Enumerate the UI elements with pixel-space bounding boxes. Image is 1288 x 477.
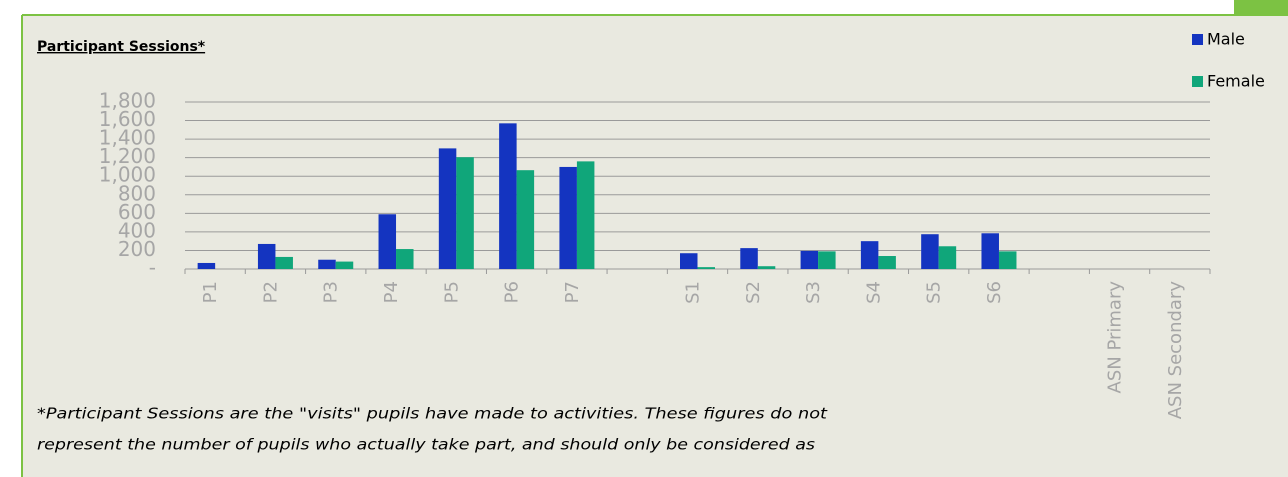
bar: [697, 267, 715, 269]
bar: [860, 241, 879, 269]
y-tick-label: 1,200: [99, 144, 156, 168]
bar: [878, 256, 896, 269]
bar: [456, 157, 474, 269]
x-tick-label: S6: [984, 281, 1005, 304]
x-tick-label: S1: [683, 281, 704, 304]
bar: [800, 250, 819, 269]
x-tick-label: ASN Primary: [1105, 281, 1126, 394]
legend-swatch: [1192, 34, 1203, 45]
y-tick-label: 1,400: [99, 126, 156, 150]
y-tick-label: 200: [118, 237, 156, 261]
y-tick-label: 400: [118, 218, 156, 242]
bar: [396, 249, 414, 269]
bar: [318, 259, 336, 269]
y-tick-label: 800: [118, 181, 156, 205]
x-tick-label: S3: [803, 281, 824, 304]
bar: [576, 161, 595, 269]
x-tick-label: S4: [863, 281, 884, 304]
x-tick-label: P4: [381, 281, 402, 303]
bar: [757, 266, 776, 269]
tab: [1234, 0, 1288, 15]
x-tick-label: P3: [321, 281, 342, 303]
bar: [559, 166, 577, 269]
bar: [818, 251, 836, 269]
y-tick-label: 1,000: [99, 163, 156, 187]
x-tick-label: P5: [441, 281, 462, 303]
bar: [275, 256, 293, 269]
bar: [516, 170, 535, 269]
bar: [740, 248, 758, 269]
bar: [921, 234, 939, 269]
bar: [998, 251, 1017, 269]
y-tick-label: -: [149, 256, 156, 280]
legend-label: Female: [1207, 72, 1265, 91]
bar: [438, 148, 457, 269]
legend-label: Male: [1207, 30, 1245, 49]
y-tick-label: 1,600: [99, 107, 156, 131]
x-tick-label: ASN Secondary: [1165, 281, 1186, 420]
legend-swatch: [1192, 76, 1203, 87]
bar: [257, 243, 276, 269]
y-tick-label: 600: [118, 200, 156, 224]
bar: [335, 261, 354, 269]
footnote: represent the number of pupils who actua…: [37, 436, 815, 454]
footnote: *Participant Sessions are the "visits" p…: [37, 405, 828, 423]
x-tick-label: S5: [924, 281, 945, 304]
bar: [197, 262, 216, 269]
bar: [680, 253, 698, 269]
bar: [981, 233, 999, 269]
x-tick-label: P1: [200, 281, 221, 303]
x-tick-label: P7: [562, 281, 583, 303]
chart-title: Participant Sessions*: [37, 39, 206, 55]
x-tick-label: P6: [502, 281, 523, 303]
x-tick-label: P2: [260, 281, 281, 303]
y-tick-label: 1,800: [99, 89, 156, 113]
bar: [938, 246, 957, 269]
x-tick-label: S2: [743, 281, 764, 304]
bar: [499, 123, 517, 269]
bar: [378, 214, 397, 269]
panel: [22, 15, 1288, 477]
